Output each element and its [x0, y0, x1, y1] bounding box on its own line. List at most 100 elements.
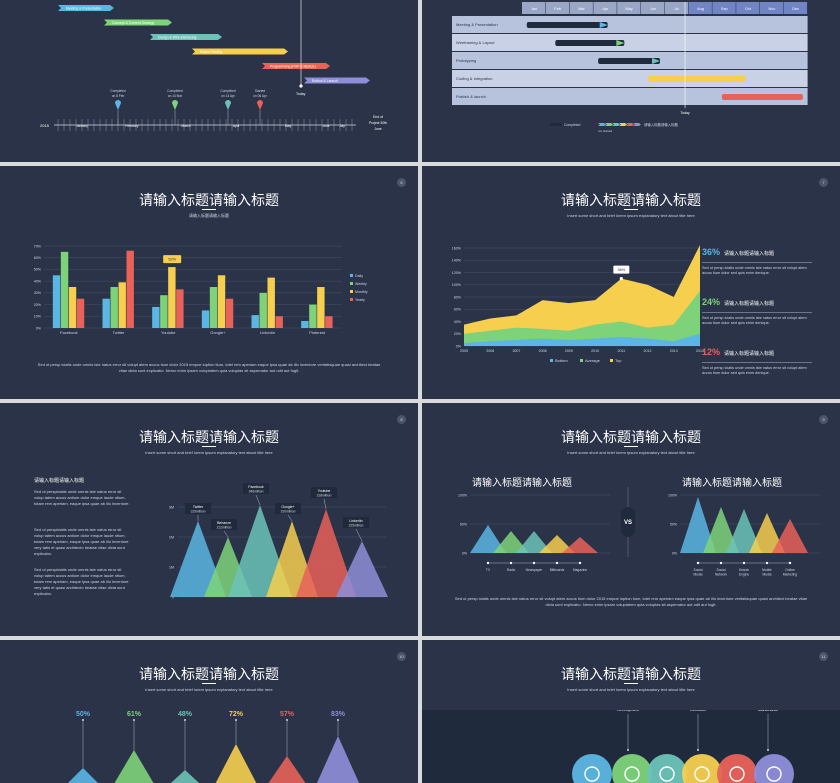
- process-circle: [717, 754, 757, 783]
- para-3: Sed ut perspiciatis unde omnis iste natu…: [34, 567, 129, 596]
- slide-process[interactable]: 11 请输入标题请输入标题 Insert some short and brie…: [422, 640, 840, 783]
- peak: [726, 509, 762, 553]
- bar: [309, 304, 317, 328]
- percent-peak: [114, 750, 154, 783]
- month-header: [712, 2, 736, 14]
- task-bar: [304, 77, 370, 84]
- x-tick-label: 2009: [565, 349, 573, 353]
- stat-item: 12% 请输入标题请输入标题 Sed ut persp iciatis unde o…: [702, 342, 812, 376]
- area-series: [464, 333, 700, 346]
- month-label: Jul: [674, 7, 679, 11]
- peak-label: Online: [785, 568, 795, 572]
- month-header: [522, 2, 546, 14]
- process-circle: [612, 754, 652, 783]
- month-header: [593, 2, 617, 14]
- mountain-peak: [336, 541, 388, 597]
- slide-timeline[interactable]: Meeting & Presentation Concept & Content …: [0, 0, 418, 162]
- milestone-date: on 14 Mar: [168, 94, 183, 98]
- peak: [470, 525, 506, 553]
- process-circle: [754, 754, 794, 783]
- legend-arrow: [598, 123, 606, 126]
- callout-label: 52%: [168, 257, 176, 261]
- stage-label: Maintenance: [758, 710, 779, 712]
- section-heading: 请输入标题请输入标题: [34, 478, 85, 484]
- y-tick-label: 120%: [452, 271, 462, 275]
- slide-mountain-chart[interactable]: 8 请输入标题请输入标题 Insert some short and brief…: [0, 403, 418, 636]
- gantt-bar: [598, 58, 661, 64]
- peak-value: 212million: [217, 526, 232, 530]
- step-icon: [659, 766, 675, 782]
- peak-label-box: [243, 483, 269, 494]
- peak-label: Newspaper: [526, 568, 544, 572]
- task-bar: [58, 5, 114, 11]
- peak-leader: [287, 514, 293, 522]
- versus-chart: 100% 50% 0% TV Radio Newspaper Billboards Magaz…: [458, 487, 820, 577]
- stage-dot: [627, 749, 629, 751]
- month-header: [760, 2, 784, 14]
- end-label: Project 30th: [369, 121, 387, 125]
- slide-subtitle: Insert some short and brief lorem ipsum …: [567, 213, 695, 218]
- percent-peak: [268, 756, 306, 783]
- month-header: [688, 2, 712, 14]
- bar: [118, 282, 126, 328]
- bar: [259, 292, 267, 328]
- y-tick-label: 100%: [458, 493, 467, 497]
- stat-text: Sed ut persp iciatis unde omnis iste nat…: [702, 316, 807, 325]
- slide-number: 7: [819, 178, 828, 187]
- stat-text: Sed ut persp iciatis unde omnis iste nat…: [702, 366, 807, 375]
- legend-arrow: [633, 123, 641, 126]
- slide-area-chart[interactable]: 7 请输入标题请输入标题 Insert some short and brief…: [422, 166, 840, 399]
- month-label: January: [76, 124, 88, 128]
- slide-title: 请输入标题请输入标题: [139, 192, 279, 208]
- y-tick-label: 30%: [34, 291, 42, 295]
- leader-dot: [133, 719, 135, 721]
- milestone-pin: [225, 100, 231, 110]
- task-bar: [104, 19, 172, 26]
- y-tick-label: 40%: [454, 320, 462, 324]
- gantt-graphic: Jan Feb Mar Apr May Jun Jul Aug Sep Oct Nov Dec Meet…: [452, 2, 808, 133]
- peak: [516, 531, 552, 553]
- slide-subtitle: Insert some short and brief lorem ipsum …: [145, 687, 273, 692]
- bar: [201, 310, 210, 328]
- peak-label: Engine: [739, 573, 749, 577]
- slide-gantt[interactable]: Jan Feb Mar Apr May Jun Jul Aug Sep Oct Nov Dec Meet…: [422, 0, 840, 162]
- bar: [267, 277, 275, 328]
- stage-dot: [767, 749, 769, 751]
- peak-label: Social: [694, 568, 703, 572]
- month-label: June: [322, 124, 329, 128]
- slide-percent-peaks[interactable]: 10 请输入标题请输入标题 Insert some short and brie…: [0, 640, 418, 783]
- vs-badge: [621, 507, 635, 537]
- x-tick-label: 2005: [460, 349, 468, 353]
- step-icon: [694, 766, 710, 782]
- left-heading: 请输入标题请输入标题: [472, 478, 572, 489]
- legend-swatch: [580, 359, 583, 362]
- slide-versus[interactable]: 9 请输入标题请输入标题 Insert some short and brief…: [422, 403, 840, 636]
- y-tick-label: 20%: [34, 303, 42, 307]
- peak-value: 310million: [281, 510, 296, 514]
- row-label: Wireframing & Layout: [456, 40, 495, 45]
- gantt-bar-tip: [616, 40, 625, 46]
- bar: [317, 287, 325, 328]
- x-tick-label: 2013: [670, 349, 678, 353]
- peak: [539, 535, 575, 553]
- slide-bar-chart[interactable]: 6 请输入标题请输入标题 请输入标题请输入标题 0% 10% 20% 30% 40% 50…: [0, 166, 418, 399]
- bar: [102, 298, 110, 328]
- legend-swatch: [350, 274, 353, 277]
- peak-name: Google+: [281, 505, 294, 509]
- percent-label: 83%: [331, 711, 346, 718]
- y-tick-label: 60%: [454, 308, 462, 312]
- area-chart: 0% 20% 40% 60% 80% 100% 120% 140% 160% 2005 2006 20…: [452, 244, 704, 363]
- row-label: Coding & Integration: [456, 76, 492, 81]
- x-tick-label: 2007: [512, 349, 520, 353]
- percent-label: 57%: [280, 711, 295, 718]
- slide-number: 9: [819, 415, 828, 424]
- milestone-pin: [172, 100, 178, 110]
- month-label: April: [233, 124, 240, 128]
- row-label: Prototyping: [456, 58, 476, 63]
- slide-subtitle: Insert some short and brief lorem ipsum …: [567, 450, 695, 455]
- stat-item: 24% 请输入标题请输入标题 Sed ut persp iciatis unde o…: [702, 292, 812, 326]
- y-tick-label: 0: [172, 595, 174, 599]
- legend-label: Top: [615, 358, 622, 363]
- leader-dot: [337, 719, 339, 721]
